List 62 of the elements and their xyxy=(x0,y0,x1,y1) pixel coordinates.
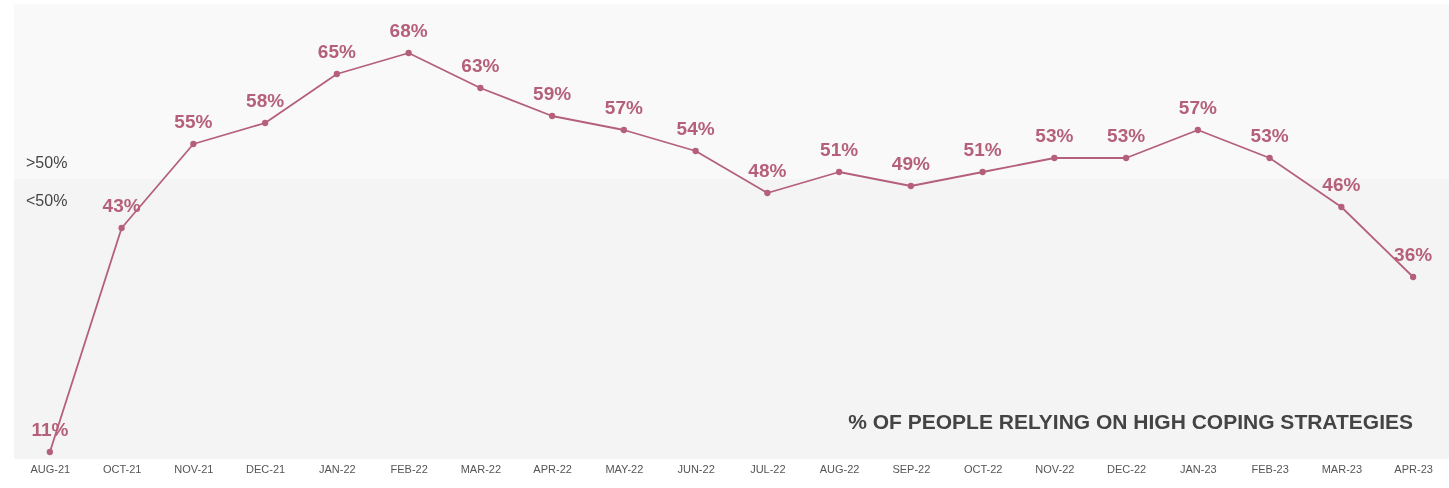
data-label: 53% xyxy=(1250,125,1289,146)
data-label: 59% xyxy=(533,83,572,104)
point xyxy=(190,140,197,148)
data-label: 49% xyxy=(891,153,930,174)
point xyxy=(333,70,341,78)
data-label: 57% xyxy=(1178,97,1217,118)
x-tick-label: DEC-22 xyxy=(1107,462,1147,475)
point xyxy=(1194,126,1202,134)
data-label: 57% xyxy=(604,97,643,118)
point xyxy=(692,147,699,155)
point xyxy=(477,84,484,92)
x-tick-label: MAR-22 xyxy=(460,462,502,475)
point xyxy=(764,189,771,197)
x-tick-label: APR-23 xyxy=(1394,462,1433,475)
data-label: 46% xyxy=(1322,174,1361,195)
point xyxy=(1409,273,1417,281)
x-tick-label: SEP-22 xyxy=(892,462,931,475)
point xyxy=(1122,154,1130,162)
x-tick-label: APR-22 xyxy=(533,462,572,475)
data-label: 51% xyxy=(963,139,1002,160)
point xyxy=(907,182,915,190)
point xyxy=(261,119,269,127)
point xyxy=(1051,154,1058,162)
band-label: >50% xyxy=(26,154,68,171)
x-tick-label: NOV-22 xyxy=(1035,462,1075,475)
data-label: 58% xyxy=(246,90,285,111)
data-label: 55% xyxy=(174,111,213,132)
point xyxy=(1338,203,1345,211)
data-label: 54% xyxy=(676,118,715,139)
point xyxy=(118,224,125,232)
data-label: 53% xyxy=(1107,125,1146,146)
x-tick-label: AUG-22 xyxy=(819,462,860,475)
point xyxy=(1266,154,1273,162)
point xyxy=(620,126,628,134)
x-tick-label: DEC-21 xyxy=(246,462,286,475)
data-label: 68% xyxy=(389,20,428,41)
data-label: 63% xyxy=(461,55,500,76)
point xyxy=(835,168,843,176)
data-label: 65% xyxy=(317,41,356,62)
x-tick-label: AUG-21 xyxy=(30,462,71,475)
data-label: 53% xyxy=(1035,125,1074,146)
data-label: 48% xyxy=(748,160,787,181)
x-tick-label: JAN-22 xyxy=(319,462,356,475)
x-tick-label: JUN-22 xyxy=(677,462,715,475)
x-tick-label: FEB-23 xyxy=(1251,462,1289,475)
data-label: 36% xyxy=(1394,244,1433,265)
band-label: <50% xyxy=(26,192,68,209)
point xyxy=(979,168,986,176)
x-tick-label: JUL-22 xyxy=(750,462,786,475)
x-tick-label: FEB-22 xyxy=(390,462,428,475)
text: % OF PEOPLE RELYING ON HIGH COPING STRATEGIES xyxy=(848,410,1413,433)
data-label: 43% xyxy=(102,195,141,216)
x-tick-label: MAR-23 xyxy=(1321,462,1363,475)
point xyxy=(548,112,556,120)
x-tick-label: OCT-21 xyxy=(102,462,142,475)
point xyxy=(46,448,54,456)
x-tick-label: OCT-22 xyxy=(963,462,1003,475)
x-tick-label: NOV-21 xyxy=(174,462,214,475)
point xyxy=(405,49,412,57)
x-tick-label: JAN-23 xyxy=(1180,462,1217,475)
data-label: 51% xyxy=(820,139,859,160)
x-tick-label: MAY-22 xyxy=(605,462,644,475)
